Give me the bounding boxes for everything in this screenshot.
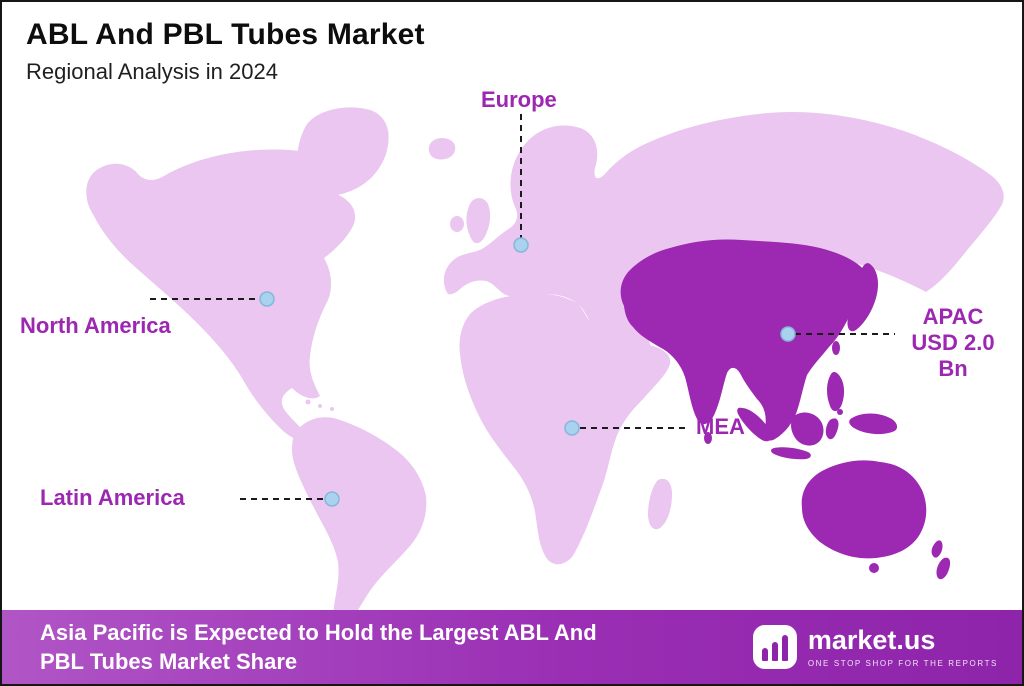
marker-apac — [780, 326, 796, 342]
region-label-latin-america: Latin America — [40, 485, 185, 510]
region-label-europe: Europe — [481, 87, 557, 112]
logo-bar-icon — [781, 635, 788, 661]
logo-bar-icon — [761, 648, 768, 661]
sumatra-shape — [737, 407, 772, 442]
caribbean-island — [305, 399, 311, 405]
region-label-apac-name: APAC — [922, 304, 984, 329]
south-america-shape — [292, 417, 427, 624]
banner-line2: PBL Tubes Market Share — [40, 649, 298, 674]
japan-shape — [847, 263, 878, 332]
logo-bar-icon — [771, 642, 778, 661]
philippines-island — [837, 409, 843, 415]
java-shape — [771, 447, 811, 460]
bottom-banner: Asia Pacific is Expected to Hold the Lar… — [2, 610, 1022, 684]
new-zealand-south-shape — [936, 557, 951, 580]
north-america-shape — [86, 149, 356, 441]
header: ABL And PBL Tubes Market Regional Analys… — [26, 18, 425, 85]
new-zealand-north-shape — [931, 540, 943, 558]
madagascar-shape — [648, 478, 672, 530]
marketus-logo: market.us ONE STOP SHOP FOR THE REPORTS — [752, 624, 998, 669]
tasmania-shape — [869, 563, 879, 573]
marketus-logo-text: market.us ONE STOP SHOP FOR THE REPORTS — [807, 624, 998, 668]
marketus-logo-icon — [752, 625, 797, 669]
united-kingdom-shape — [466, 198, 491, 244]
sulawesi-shape — [825, 418, 839, 440]
page-subtitle: Regional Analysis in 2024 — [26, 59, 278, 84]
apac-asia-shape — [620, 239, 867, 441]
page-title: ABL And PBL Tubes Market — [26, 18, 425, 51]
philippines-shape — [827, 371, 845, 412]
region-label-north-america: North America — [20, 313, 171, 338]
region-value-apac: USD 2.0 Bn — [911, 330, 995, 381]
marker-north-america — [259, 291, 275, 307]
caribbean-island — [318, 404, 322, 408]
banner-line1: Asia Pacific is Expected to Hold the Lar… — [40, 620, 597, 645]
marker-mea — [564, 420, 580, 436]
marker-latin-america — [324, 491, 340, 507]
marketus-logo-tagline: ONE STOP SHOP FOR THE REPORTS — [807, 658, 998, 668]
new-guinea-shape — [849, 413, 898, 435]
banner-text: Asia Pacific is Expected to Hold the Lar… — [40, 618, 597, 676]
region-label-mea: MEA — [696, 414, 745, 439]
ireland-shape — [450, 216, 464, 232]
region-label-apac: APAC USD 2.0 Bn — [895, 304, 1011, 382]
iceland-shape — [428, 138, 456, 160]
marker-europe — [513, 237, 529, 253]
borneo-shape — [791, 412, 824, 446]
taiwan-shape — [832, 341, 840, 355]
caribbean-island — [330, 407, 334, 411]
australia-shape — [801, 460, 927, 559]
sri-lanka-shape — [704, 432, 712, 444]
marketus-logo-name: market.us — [807, 624, 936, 655]
